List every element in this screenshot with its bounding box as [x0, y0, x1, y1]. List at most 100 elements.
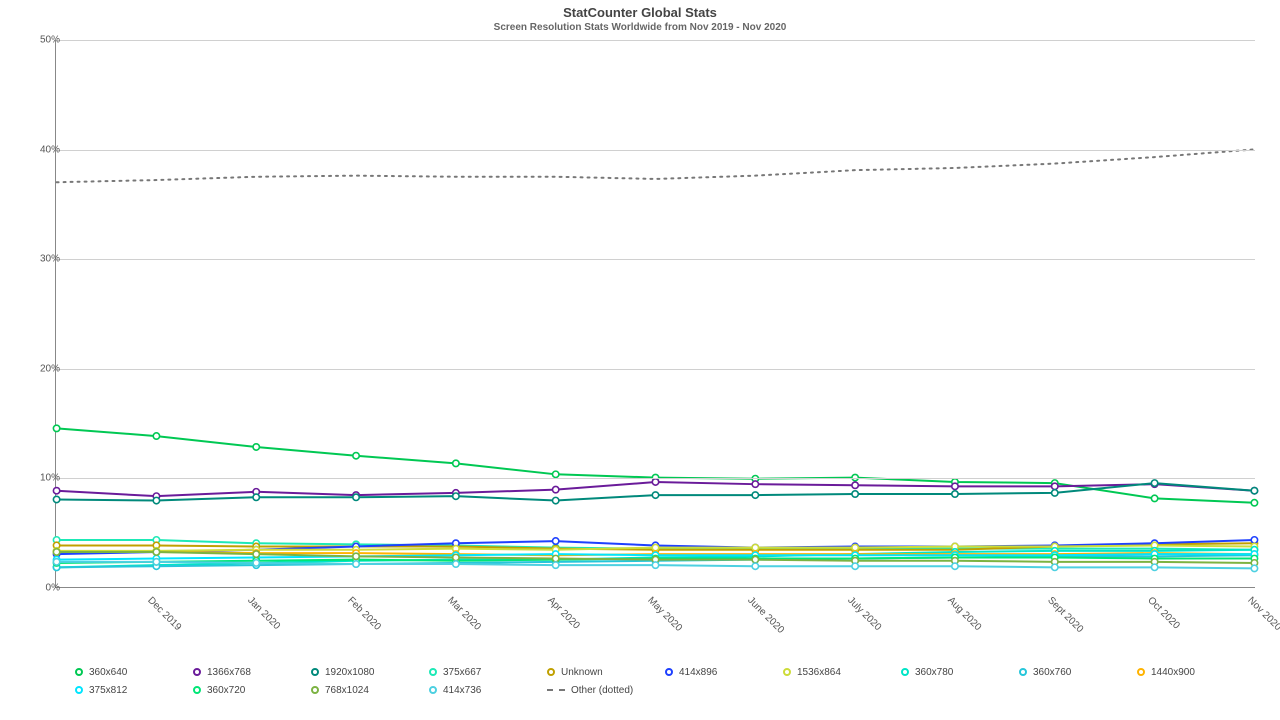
legend-label: 375x667 [443, 667, 481, 678]
x-axis-label: Oct 2020 [1145, 595, 1181, 631]
series-marker [1251, 537, 1257, 543]
legend-item[interactable]: 360x780 [901, 663, 1019, 681]
plot-area [55, 40, 1255, 588]
series-marker [652, 492, 658, 498]
chart-subtitle: Screen Resolution Stats Worldwide from N… [15, 22, 1265, 33]
series-marker [1151, 495, 1157, 501]
series-marker [852, 482, 858, 488]
series-marker [53, 496, 59, 502]
legend-label: Other (dotted) [571, 685, 633, 696]
legend-label: 1366x768 [207, 667, 251, 678]
legend-marker-icon [547, 668, 555, 676]
series-marker [952, 491, 958, 497]
series-marker [552, 538, 558, 544]
chart-title: StatCounter Global Stats [15, 5, 1265, 20]
legend-item[interactable]: Unknown [547, 663, 665, 681]
x-axis-label: Aug 2020 [945, 595, 983, 633]
series-marker [453, 460, 459, 466]
gridline [56, 369, 1255, 370]
series-marker [952, 563, 958, 569]
legend-marker-icon [665, 668, 673, 676]
series-marker [652, 544, 658, 550]
series-marker [153, 549, 159, 555]
series-marker [253, 494, 259, 500]
legend-marker-icon [783, 668, 791, 676]
series-marker [453, 561, 459, 567]
series-marker [652, 479, 658, 485]
legend-marker-icon [311, 686, 319, 694]
legend-item[interactable]: 375x812 [75, 681, 193, 699]
series-marker [852, 563, 858, 569]
legend-marker-icon [429, 668, 437, 676]
legend-item[interactable]: 768x1024 [311, 681, 429, 699]
series-marker [53, 559, 59, 565]
series-marker [952, 483, 958, 489]
legend-item[interactable]: 360x720 [193, 681, 311, 699]
x-axis-label: Apr 2020 [545, 595, 581, 631]
legend-item[interactable]: 414x736 [429, 681, 547, 699]
series-marker [453, 554, 459, 560]
legend-item[interactable]: 360x640 [75, 663, 193, 681]
series-marker [1251, 488, 1257, 494]
series-marker [752, 544, 758, 550]
series-marker [53, 549, 59, 555]
legend-label: 1440x900 [1151, 667, 1195, 678]
chart-container: StatCounter Global Stats Screen Resoluti… [15, 5, 1265, 715]
series-marker [552, 497, 558, 503]
series-marker [752, 481, 758, 487]
legend-dash-icon [547, 689, 565, 691]
series-marker [552, 562, 558, 568]
legend-label: 360x760 [1033, 667, 1071, 678]
gridline [56, 259, 1255, 260]
series-marker [353, 453, 359, 459]
legend-label: 414x896 [679, 667, 717, 678]
legend-item[interactable]: 1366x768 [193, 663, 311, 681]
series-marker [1052, 490, 1058, 496]
series-marker [1251, 565, 1257, 571]
legend-label: 360x780 [915, 667, 953, 678]
x-axis-label: Jan 2020 [245, 595, 282, 632]
legend-marker-icon [311, 668, 319, 676]
series-marker [852, 491, 858, 497]
chart-lines [56, 40, 1255, 587]
gridline [56, 150, 1255, 151]
series-marker [652, 562, 658, 568]
legend-label: 360x640 [89, 667, 127, 678]
y-axis-label: 50% [40, 35, 60, 46]
y-axis-label: 30% [40, 254, 60, 265]
x-axis-label: May 2020 [645, 595, 684, 634]
series-line [57, 149, 1255, 182]
y-axis-label: 10% [40, 473, 60, 484]
legend-label: 360x720 [207, 685, 245, 696]
legend-label: 1536x864 [797, 667, 841, 678]
legend-marker-icon [1019, 668, 1027, 676]
x-axis-label: Dec 2019 [145, 595, 183, 633]
y-axis-label: 20% [40, 363, 60, 374]
legend-item[interactable]: 1920x1080 [311, 663, 429, 681]
x-axis-label: Nov 2020 [1245, 595, 1280, 633]
y-axis-label: 40% [40, 144, 60, 155]
series-marker [1251, 500, 1257, 506]
series-marker [153, 497, 159, 503]
legend-item[interactable]: Other (dotted) [547, 681, 665, 699]
legend-item[interactable]: 1440x900 [1137, 663, 1255, 681]
x-axis-label: Feb 2020 [345, 595, 383, 633]
series-marker [752, 563, 758, 569]
series-marker [153, 433, 159, 439]
x-axis-label: July 2020 [845, 595, 883, 633]
series-marker [53, 488, 59, 494]
series-marker [353, 494, 359, 500]
legend-label: 768x1024 [325, 685, 369, 696]
legend-label: 375x812 [89, 685, 127, 696]
y-axis-label: 0% [46, 583, 60, 594]
legend-item[interactable]: 414x896 [665, 663, 783, 681]
legend-item[interactable]: 1536x864 [783, 663, 901, 681]
legend-marker-icon [193, 686, 201, 694]
legend-marker-icon [193, 668, 201, 676]
legend-marker-icon [75, 686, 83, 694]
legend-item[interactable]: 375x667 [429, 663, 547, 681]
x-axis-label: Mar 2020 [445, 595, 483, 633]
series-marker [552, 555, 558, 561]
legend-marker-icon [901, 668, 909, 676]
legend-item[interactable]: 360x760 [1019, 663, 1137, 681]
